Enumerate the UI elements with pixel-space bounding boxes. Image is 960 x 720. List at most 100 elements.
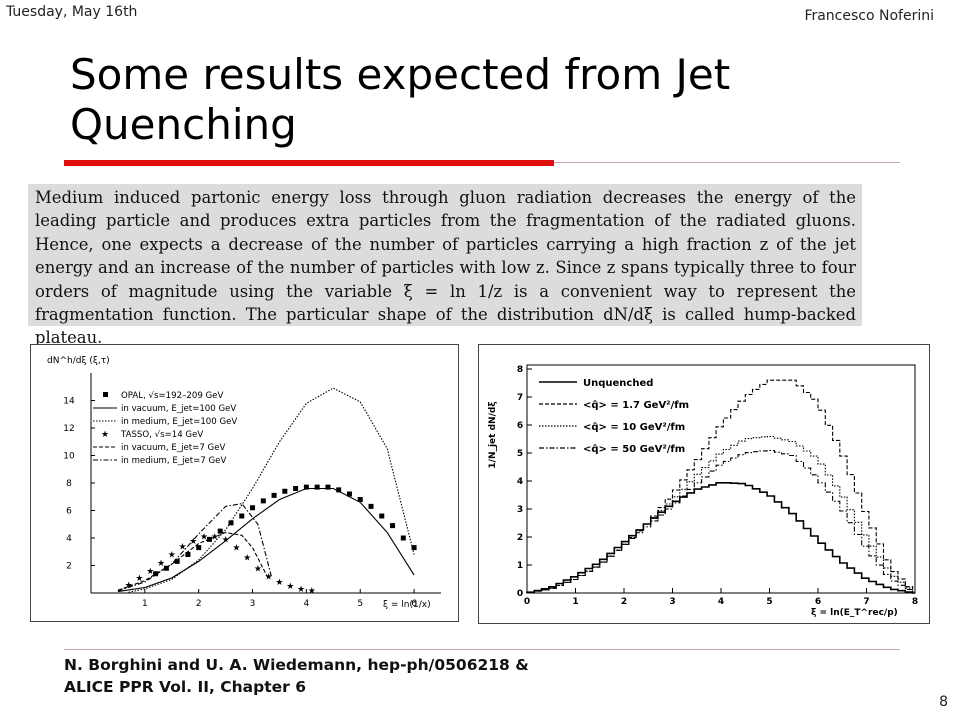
footer-divider [64, 649, 900, 650]
chart-left-point-tasso: ★ [265, 573, 273, 583]
chart-left-point-tasso: ★ [275, 578, 283, 588]
chart-right-y-tick: 8 [517, 365, 523, 375]
chart-left-point-opal [153, 571, 159, 577]
chart-left-point-opal [185, 552, 191, 557]
chart-right-y-tick: 1 [517, 561, 523, 571]
chart-left-point-tasso: ★ [135, 574, 143, 584]
chart-right-x-tick: 2 [621, 597, 627, 607]
chart-left-point-tasso: ★ [243, 553, 251, 563]
chart-left-y-tick: 10 [63, 452, 75, 462]
chart-left-point-tasso: ★ [146, 567, 154, 577]
chart-left-point-opal [174, 558, 180, 564]
chart-right-x-tick: 8 [912, 597, 918, 607]
chart-right-y-tick: 4 [517, 477, 523, 487]
chart-right-x-tick: 0 [524, 597, 530, 607]
chart-left-point-opal [400, 535, 406, 541]
chart-right-legend-label: <q̂> = 1.7 GeV²/fm [583, 399, 689, 411]
chart-left-point-opal [228, 520, 234, 526]
chart-left-point-opal [293, 486, 299, 491]
page-number: 8 [939, 694, 948, 710]
chart-left-point-tasso: ★ [232, 544, 240, 554]
chart-left-point-opal [390, 523, 396, 529]
chart-left-y-tick: 6 [66, 507, 72, 517]
chart-right-ylabel: 1/N_jet dN/dξ [488, 401, 498, 468]
chart-left-ylabel: dN^h/dξ (ξ,τ) [47, 356, 110, 366]
chart-left-point-opal [346, 491, 352, 497]
chart-left-point-opal [368, 503, 374, 509]
chart-right-x-tick: 3 [669, 597, 675, 607]
chart-left-point-opal [325, 484, 331, 490]
title-accent-bar [64, 160, 554, 166]
chart-left-point-opal [271, 492, 277, 498]
chart-left-x-tick: 4 [304, 599, 310, 609]
chart-left-x-tick: 3 [250, 599, 256, 609]
chart-right-y-tick: 5 [517, 449, 523, 459]
header-author: Francesco Noferini [804, 8, 934, 24]
header-date: Tuesday, May 16th [6, 4, 138, 20]
chart-right-y-tick: 3 [517, 505, 523, 515]
chart-left-point-tasso: ★ [178, 542, 186, 552]
chart-right-y-tick: 7 [517, 393, 523, 403]
chart-right-x-tick: 6 [815, 597, 821, 607]
chart-left-point-opal [217, 528, 223, 534]
chart-left-point-opal [314, 484, 320, 490]
chart-left-point-tasso: ★ [189, 537, 197, 547]
chart-left-point-opal [250, 505, 256, 511]
chart-left-series-line [117, 503, 272, 592]
chart-right-y-tick: 0 [517, 589, 523, 599]
chart-right-y-tick: 2 [517, 533, 523, 543]
chart-left-y-tick: 14 [63, 397, 75, 407]
chart-left-y-tick: 12 [63, 424, 74, 434]
chart-left-series-line [117, 487, 415, 593]
chart-left-point-tasso: ★ [308, 586, 316, 596]
chart-left-point-opal [336, 487, 342, 493]
chart-right-legend-label: <q̂> = 10 GeV²/fm [583, 421, 685, 433]
chart-right-series-histogram [526, 449, 915, 594]
chart-left-point-opal [411, 545, 417, 551]
chart-left-series-line [117, 531, 270, 591]
chart-right-series-histogram [526, 482, 915, 594]
chart-left-point-tasso: ★ [211, 533, 219, 543]
chart-left-point-opal [357, 497, 363, 502]
chart-left-point-tasso: ★ [157, 559, 165, 569]
chart-left-legend-label: OPAL, √s=192–209 GeV [121, 391, 223, 401]
chart-left-point-tasso: ★ [297, 585, 305, 595]
chart-right-series-histogram [526, 379, 915, 594]
chart-left-point-tasso: ★ [222, 535, 230, 545]
excerpt-paragraph: Medium induced partonic energy loss thro… [28, 184, 862, 347]
chart-left-legend-label: in vacuum, E_jet=7 GeV [121, 443, 225, 453]
chart-left-point-opal [260, 498, 266, 504]
slide-title: Some results expected from Jet Quenching [70, 50, 731, 149]
chart-right-legend-label: <q̂> = 50 GeV²/fm [583, 443, 685, 455]
chart-left-x-tick: 5 [357, 599, 363, 609]
chart-left-point-opal [196, 545, 202, 551]
citation-line-2: ALICE PPR Vol. II, Chapter 6 [64, 678, 306, 696]
chart-left-point-tasso: ★ [200, 533, 208, 543]
chart-right-legend-label: Unquenched [583, 378, 653, 389]
chart-left-point-opal [239, 513, 245, 519]
chart-left-legend-label: in medium, E_jet=100 GeV [121, 417, 237, 427]
chart-left-point-opal [206, 536, 212, 542]
chart-left-point-tasso: ★ [286, 582, 294, 592]
chart-left-point-tasso: ★ [168, 551, 176, 561]
chart-left-x-tick: 6 [411, 599, 417, 609]
chart-right-x-tick: 5 [766, 597, 772, 607]
chart-left-point-opal [303, 484, 309, 490]
chart-left-legend-label: in medium, E_jet=7 GeV [121, 456, 226, 466]
chart-left-legend-label: TASSO, √s=14 GeV [120, 430, 203, 440]
citation: N. Borghini and U. A. Wiedemann, hep-ph/… [64, 654, 529, 698]
chart-left-y-tick: 8 [66, 479, 72, 489]
chart-right-x-tick: 7 [863, 597, 869, 607]
chart-left-point-opal [379, 513, 385, 519]
chart-right-panel: 0 1 2 3 4 5 6 7 8 0 1 2 3 4 5 6 7 8 Unquenched <q̂> = 1.7 … [478, 344, 930, 624]
chart-left-xlabel: ξ = ln(1/x) [383, 600, 431, 610]
chart-left-point-tasso: ★ [254, 564, 262, 574]
citation-line-1: N. Borghini and U. A. Wiedemann, hep-ph/… [64, 656, 529, 674]
chart-left-series-line [128, 387, 415, 593]
chart-right-x-tick: 4 [718, 597, 724, 607]
chart-left-x-tick: 1 [142, 599, 148, 609]
chart-right: 0 1 2 3 4 5 6 7 8 0 1 2 3 4 5 6 7 8 Unquenched <q̂> = 1.7 … [488, 364, 918, 618]
chart-left-point-opal [163, 565, 169, 571]
chart-left-point-tasso: ★ [125, 581, 133, 591]
